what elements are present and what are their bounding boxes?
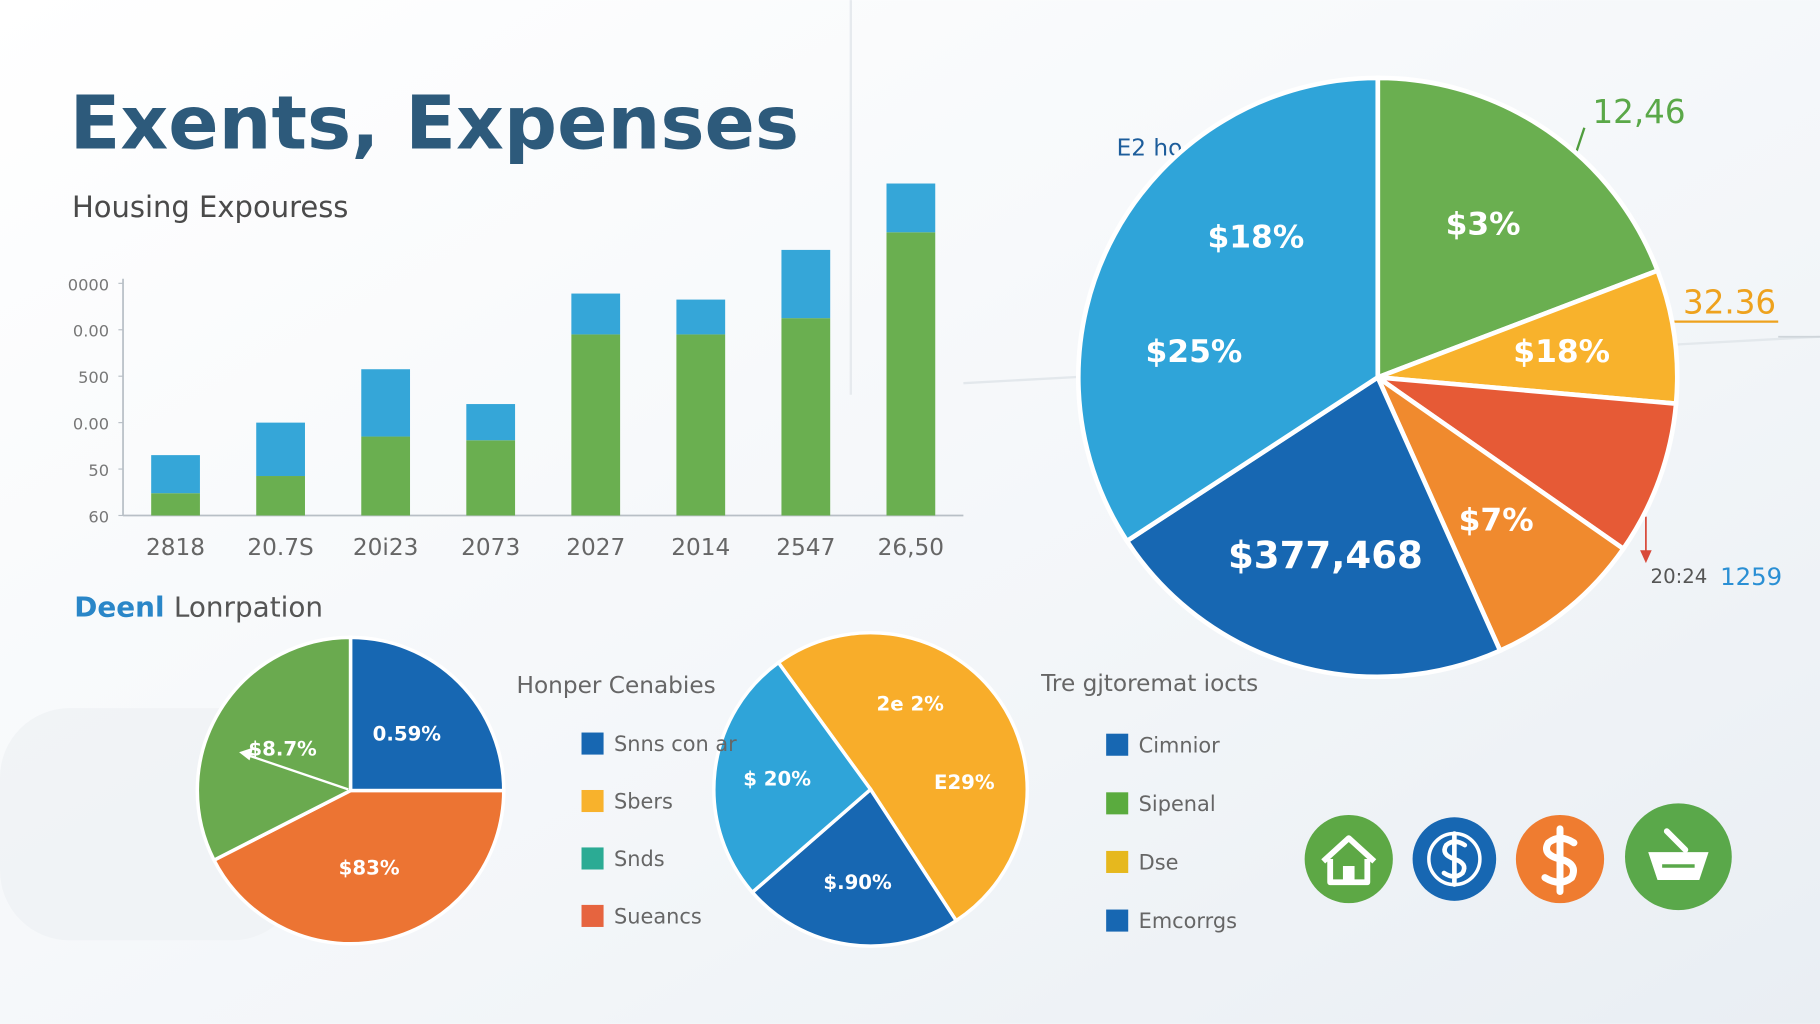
pie-heading: Deenl Lonrpation	[74, 590, 323, 623]
pie-slice	[211, 788, 506, 946]
marks: 60 50 0.00 500 0.00 0000 2818 20.7S 20i23 2073 202…	[68, 75, 1680, 948]
slice-label: 2e 2%	[876, 693, 944, 716]
pie-slice	[348, 635, 506, 793]
callout-arrow-head	[1640, 550, 1652, 564]
icon-dollar-sign	[1441, 831, 1468, 887]
y-tick-label: 0000	[68, 275, 109, 294]
pointer-head	[239, 747, 254, 761]
x-tick-label: 20.7S	[247, 534, 313, 561]
legend-title: Tre gjtoremat iocts	[1040, 670, 1258, 697]
callout: 1259	[1720, 562, 1782, 591]
bar-segment	[676, 299, 726, 335]
x-tick-label: 2027	[566, 534, 625, 561]
y-tick-label: 0.00	[73, 415, 109, 434]
pie-slice	[1075, 75, 1381, 545]
y-tick-label: 0.00	[73, 322, 109, 341]
pie-slice	[1123, 373, 1504, 680]
legend-swatch	[1106, 733, 1129, 756]
slice-label: $ 20%	[743, 767, 811, 790]
bar-segment	[571, 293, 621, 335]
slice-label: $7%	[1459, 502, 1534, 538]
legend-title: Honper Cenabies	[517, 672, 716, 699]
pie-subtitle: Lonrpation	[174, 590, 323, 623]
pie-slice	[1376, 267, 1680, 407]
legend-label: Snds	[614, 847, 665, 871]
icon-door	[1342, 866, 1355, 883]
legend-swatch	[1106, 792, 1129, 815]
pie-slice	[1372, 370, 1627, 654]
x-tick-label: 2818	[146, 534, 205, 561]
bar-segment	[781, 249, 831, 319]
icon-dollar	[1515, 814, 1605, 904]
bar-segment	[571, 334, 621, 516]
y-tick-label: 500	[78, 368, 109, 387]
bar-segment	[256, 476, 305, 516]
slice-label: 0.59%	[373, 723, 442, 746]
bar-segment	[676, 334, 726, 516]
pie-slice	[195, 635, 353, 863]
icon-dollar-sign	[1541, 825, 1578, 896]
slice-label: $18%	[1207, 219, 1304, 255]
x-tick-label: 2073	[461, 534, 520, 561]
bar-segment	[886, 183, 936, 233]
bar-segment	[886, 232, 936, 516]
x-tick-label: 26,50	[878, 534, 944, 561]
slice-label: $25%	[1145, 334, 1242, 370]
pie-slice	[1375, 75, 1661, 381]
legend-label: Emcorrgs	[1139, 909, 1237, 933]
bar-segment	[361, 369, 411, 437]
pointer-line	[245, 753, 349, 791]
x-tick-label: 2547	[776, 534, 835, 561]
slice-label: $3%	[1446, 206, 1521, 242]
bar-segment	[466, 404, 516, 441]
legend-label: Snns con ar	[614, 732, 737, 756]
pie-slice	[775, 631, 1029, 924]
icon-circle	[1304, 814, 1393, 904]
callout: 20:24	[1651, 565, 1708, 588]
legend-swatch	[1106, 909, 1129, 932]
bar-segment	[256, 422, 305, 477]
bar-segment	[151, 455, 200, 494]
icon-dollar	[1412, 817, 1497, 901]
x-tick-label: 20i23	[353, 534, 419, 561]
callout: 12,46	[1593, 93, 1686, 131]
bar-segment	[466, 440, 516, 516]
icon-basket	[1625, 803, 1732, 911]
icon-home	[1304, 814, 1393, 904]
overlay	[239, 747, 349, 791]
pie-slice	[1369, 374, 1679, 553]
bar-segment	[781, 318, 831, 516]
legend-label: Cimnior	[1139, 733, 1221, 757]
slice-label: $.90%	[823, 871, 892, 894]
legend-swatch	[1106, 850, 1129, 873]
legend-label: Dse	[1139, 851, 1179, 875]
icon-basket-handle	[1663, 828, 1689, 853]
callout: 32.36	[1683, 284, 1776, 322]
legend-label: Sbers	[614, 790, 673, 814]
y-tick-label: 50	[88, 461, 109, 480]
bar-segment	[361, 436, 411, 516]
legend-swatch	[581, 789, 604, 813]
pie-title: Deenl	[74, 590, 164, 623]
pie-slice	[749, 786, 959, 948]
x-tick-label: 2014	[671, 534, 730, 561]
legend-swatch	[581, 847, 604, 870]
title: Exents, Expenses	[70, 80, 799, 167]
slice-label: $83%	[339, 857, 400, 880]
legend-swatch	[581, 732, 604, 755]
bar-segment	[151, 493, 200, 516]
slice-label: $377,468	[1228, 534, 1423, 577]
legend-label: Sipenal	[1139, 792, 1216, 816]
y-tick-label: 60	[88, 507, 109, 526]
legend-swatch	[581, 904, 604, 927]
slice-label: $18%	[1513, 334, 1610, 370]
slice-label: $8.7%	[248, 737, 317, 760]
pie-slice	[712, 660, 873, 895]
legend-label: Sueancs	[614, 904, 702, 928]
subtitle: Housing Expouress	[72, 190, 348, 224]
slice-label: E29%	[934, 771, 995, 794]
